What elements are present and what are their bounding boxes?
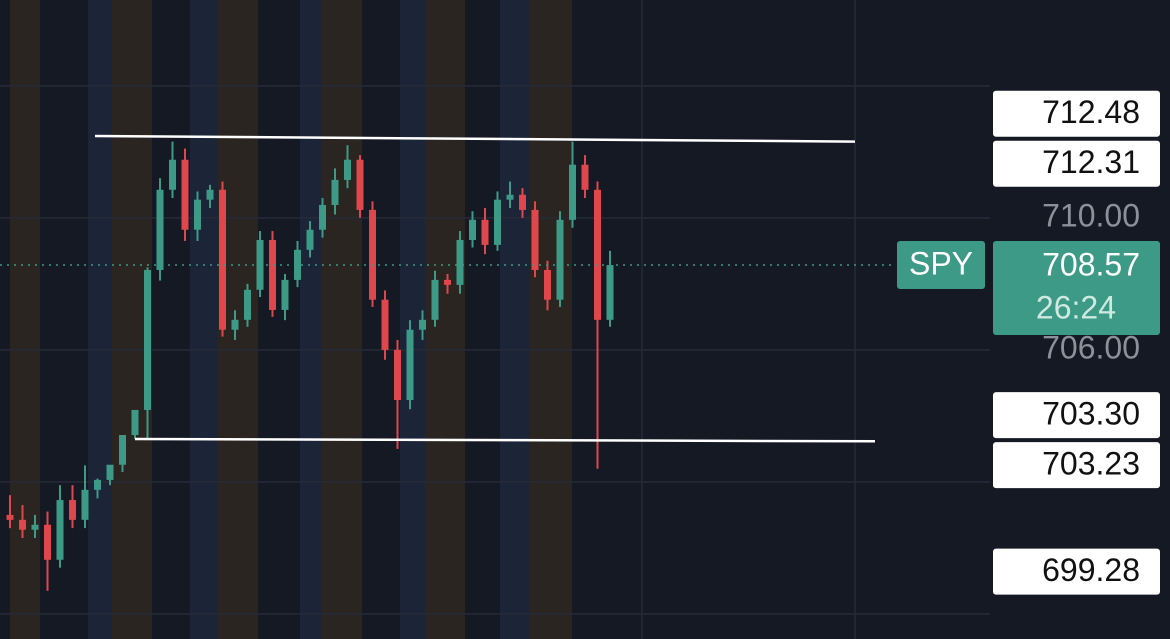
candle-body xyxy=(494,199,501,245)
candle-body xyxy=(44,524,51,560)
candle-body xyxy=(156,189,164,270)
candle-body xyxy=(606,265,614,320)
candle-body xyxy=(556,219,564,300)
price-label-box xyxy=(993,442,1160,489)
candle-body xyxy=(419,319,426,330)
price-label: 712.48 xyxy=(1042,94,1140,130)
price-label-box xyxy=(993,90,1160,137)
candle-body xyxy=(81,489,89,520)
candle-body xyxy=(31,524,39,530)
candle-body xyxy=(369,209,376,300)
y-tick-label: 710.00 xyxy=(1042,197,1140,233)
y-tick-label: 706.00 xyxy=(1042,329,1140,365)
candle-body xyxy=(219,189,226,330)
candle-body xyxy=(319,204,326,230)
candle-body xyxy=(469,219,476,240)
candle-body xyxy=(69,500,76,520)
candle-body xyxy=(394,349,401,401)
candle-body xyxy=(181,159,189,230)
countdown-label: 26:24 xyxy=(1036,289,1116,325)
candle-body xyxy=(6,514,14,520)
last-price-label: 708.57 xyxy=(1042,246,1140,282)
candle-body xyxy=(356,159,364,210)
price-label: 699.28 xyxy=(1042,552,1140,588)
candle-body xyxy=(119,435,126,465)
price-label: 703.30 xyxy=(1042,396,1140,432)
candle-body xyxy=(131,409,139,436)
candle-body xyxy=(19,519,26,530)
candle-body xyxy=(481,219,489,245)
candle-body xyxy=(56,500,64,560)
candle-body xyxy=(206,189,214,200)
symbol-label: SPY xyxy=(909,245,973,281)
trendline xyxy=(94,134,856,143)
candle-body xyxy=(106,464,114,480)
candle-body xyxy=(431,279,439,320)
candle-body xyxy=(244,289,251,320)
price-label-box xyxy=(993,548,1160,595)
candle-body xyxy=(331,179,339,205)
candle-body xyxy=(269,239,276,310)
trendline xyxy=(134,437,876,443)
candle-body xyxy=(456,239,464,285)
candle-body xyxy=(169,159,176,190)
candle-body xyxy=(381,299,389,350)
candle-body xyxy=(94,479,101,490)
last-price-box xyxy=(993,241,1160,336)
price-label: 712.31 xyxy=(1042,144,1140,180)
candle-body xyxy=(531,209,539,270)
candle-body xyxy=(444,279,451,285)
candle-body xyxy=(281,279,289,310)
candle-body xyxy=(306,229,314,250)
candle-body xyxy=(294,249,301,280)
candle-body xyxy=(594,189,601,320)
price-label: 703.23 xyxy=(1042,446,1140,482)
candle-body xyxy=(144,269,151,410)
candle-body xyxy=(194,199,201,230)
candle-body xyxy=(519,194,526,210)
price-label-box xyxy=(993,140,1160,187)
candle-body xyxy=(344,159,351,180)
candle-body xyxy=(569,164,576,220)
candle-body xyxy=(544,269,551,300)
price-label-box xyxy=(993,392,1160,439)
candle-body xyxy=(231,319,239,330)
candle-body xyxy=(506,194,514,200)
candle-body xyxy=(406,329,414,401)
symbol-badge xyxy=(897,241,985,290)
candle-body xyxy=(581,164,589,190)
